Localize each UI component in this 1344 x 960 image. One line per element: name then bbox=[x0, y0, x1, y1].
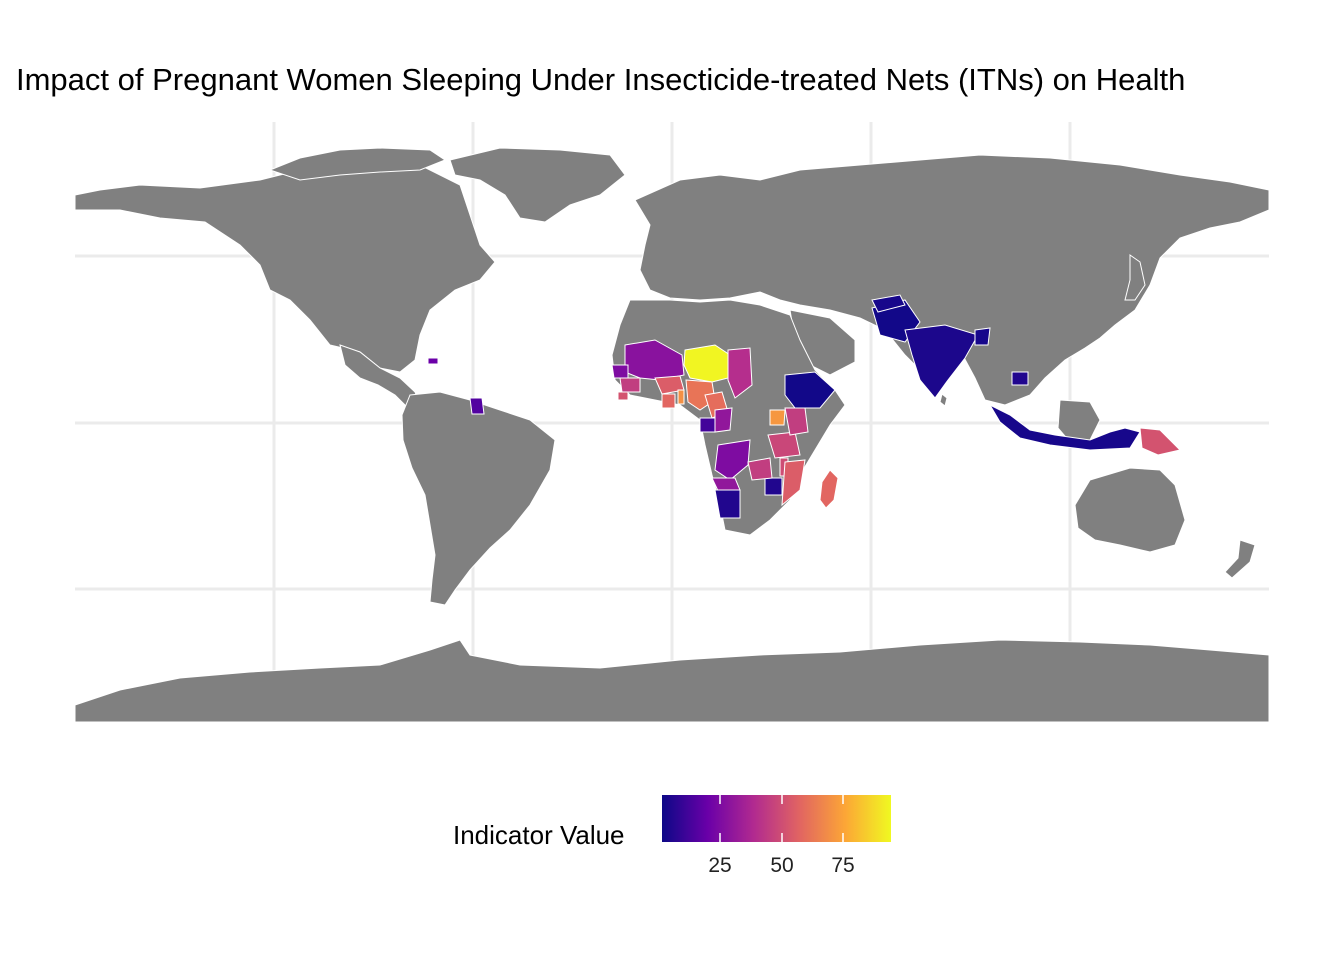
greenland bbox=[449, 147, 626, 223]
japan bbox=[1124, 254, 1146, 301]
region-chad bbox=[727, 347, 753, 399]
borneo-sulawesi bbox=[1057, 399, 1101, 443]
legend-title: Indicator Value bbox=[453, 820, 625, 850]
region-madagascar bbox=[819, 469, 839, 509]
region-namibia bbox=[714, 489, 741, 519]
antarctica bbox=[74, 639, 1270, 723]
region-indonesia bbox=[988, 403, 1141, 451]
legend-tick-label: 75 bbox=[831, 854, 855, 877]
region-afghanistan bbox=[871, 294, 906, 313]
country-regions bbox=[427, 294, 1181, 519]
region-uganda bbox=[769, 409, 786, 426]
region-cambodia bbox=[1011, 371, 1029, 386]
north-america bbox=[74, 159, 496, 373]
region-drc bbox=[714, 439, 751, 481]
australia bbox=[1074, 467, 1186, 553]
arctic-islands bbox=[268, 147, 447, 181]
region-zambia bbox=[747, 457, 773, 481]
region-niger bbox=[683, 344, 731, 383]
new-zealand bbox=[1224, 539, 1256, 579]
region-guinea bbox=[619, 377, 641, 393]
region-india bbox=[904, 324, 979, 399]
legend-tick-label: 50 bbox=[770, 854, 794, 877]
region-senegal bbox=[611, 364, 629, 379]
region-haiti bbox=[427, 357, 439, 365]
region-mozambique bbox=[781, 459, 806, 507]
region-papua-new-guinea bbox=[1139, 427, 1181, 456]
region-zimbabwe bbox=[764, 477, 783, 496]
region-bangladesh bbox=[974, 327, 991, 346]
region-guyana bbox=[469, 397, 485, 415]
region-ghana bbox=[661, 393, 676, 409]
legend-gradient-bar bbox=[662, 795, 891, 842]
sri-lanka bbox=[939, 393, 948, 407]
south-america bbox=[401, 391, 556, 606]
legend-tick-label: 25 bbox=[708, 854, 732, 877]
legend-colorbar bbox=[662, 795, 891, 842]
region-tanzania bbox=[767, 431, 801, 459]
eurasia bbox=[634, 154, 1270, 406]
legend-tick-marks bbox=[719, 795, 844, 842]
chart-title: Impact of Pregnant Women Sleeping Under … bbox=[16, 62, 1186, 97]
region-ethiopia bbox=[784, 371, 836, 409]
region-gabon bbox=[699, 417, 716, 433]
region-congo bbox=[714, 407, 733, 433]
region-benin bbox=[677, 389, 685, 405]
land-base bbox=[74, 147, 1270, 723]
region-sierra-leone bbox=[617, 391, 629, 401]
